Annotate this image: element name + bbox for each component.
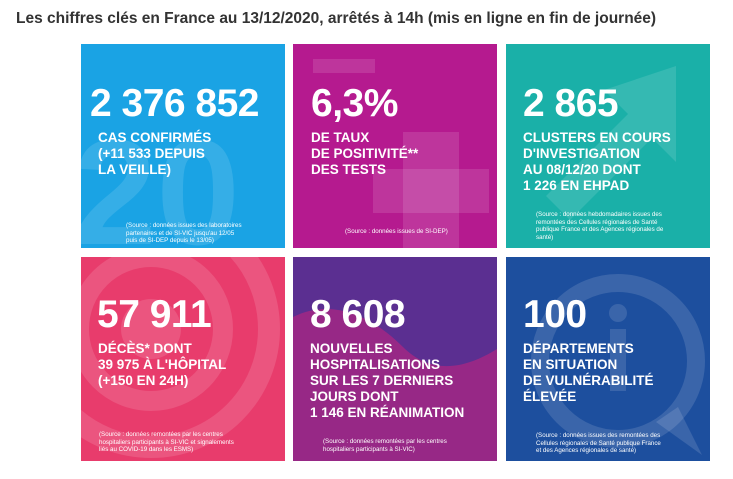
tile-confirmed-cases: 20 2 376 852 CAS CONFIRMÉS (+11 533 DEPU…: [81, 44, 285, 248]
target-rings-watermark-icon: [81, 257, 280, 458]
departments-source: (Source : données issues des remontées d…: [536, 432, 661, 455]
positivity-source: (Source : données issues de SI-DEP): [345, 228, 448, 235]
positivity-value: 6,3%: [311, 82, 398, 125]
figure-20-watermark-icon: 20: [81, 108, 240, 248]
hospital-value: 8 608: [310, 293, 406, 336]
tile-clusters: 2 865 CLUSTERS EN COURS D'INVESTIGATION …: [506, 44, 710, 248]
departments-value: 100: [523, 293, 587, 336]
tile-deaths: 57 911 DÉCÈS* DONT 39 975 À L'HÔPITAL (+…: [81, 257, 285, 461]
deaths-source: (Source : données remontées par les cent…: [99, 431, 234, 454]
cases-source: (Source : données issues des laboratoire…: [126, 222, 242, 245]
svg-text:20: 20: [81, 108, 240, 248]
deaths-description: DÉCÈS* DONT 39 975 À L'HÔPITAL (+150 EN …: [98, 341, 227, 388]
clusters-description: CLUSTERS EN COURS D'INVESTIGATION AU 08/…: [523, 130, 671, 193]
tile-hospitalisations: 8 608 NOUVELLES HOSPITALISATIONS SUR LES…: [293, 257, 497, 461]
clusters-source: (Source : données hebdomadaires issues d…: [536, 211, 664, 241]
positivity-description: DE TAUX DE POSITIVITÉ** DES TESTS: [311, 130, 419, 177]
hospital-description: NOUVELLES HOSPITALISATIONS SUR LES 7 DER…: [310, 341, 465, 420]
page-heading: Les chiffres clés en France au 13/12/202…: [16, 10, 657, 27]
arrow-up-right-watermark-icon: [546, 66, 676, 220]
info-bubble-watermark-icon: [531, 274, 705, 455]
clusters-value: 2 865: [523, 82, 619, 125]
plus-minus-watermark-icon: [313, 59, 489, 248]
tile-positivity-rate: 6,3% DE TAUX DE POSITIVITÉ** DES TESTS (…: [293, 44, 497, 248]
cases-value: 2 376 852: [90, 82, 260, 125]
wave-blob-watermark-icon: [293, 308, 497, 461]
deaths-value: 57 911: [97, 293, 212, 336]
cases-description: CAS CONFIRMÉS (+11 533 DEPUIS LA VEILLE): [98, 130, 212, 177]
hospital-source: (Source : données remontées par les cent…: [323, 438, 447, 453]
tile-departments: 100 DÉPARTEMENTS EN SITUATION DE VULNÉRA…: [506, 257, 710, 461]
departments-description: DÉPARTEMENTS EN SITUATION DE VULNÉRABILI…: [523, 341, 654, 404]
